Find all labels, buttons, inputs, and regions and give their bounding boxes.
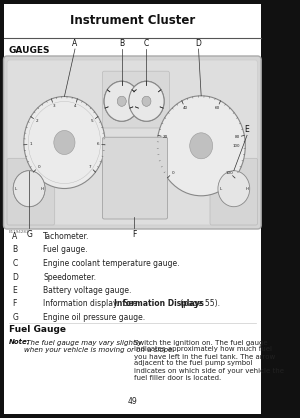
Text: 20: 20 [162,135,167,139]
FancyBboxPatch shape [7,60,258,225]
Text: A: A [72,39,78,48]
Text: 6: 6 [97,143,99,146]
FancyBboxPatch shape [102,71,170,128]
Circle shape [104,81,140,121]
Circle shape [24,97,105,189]
Text: B: B [119,39,124,48]
Text: G: G [26,230,32,239]
Text: F: F [132,230,136,239]
Text: GAUGES: GAUGES [9,46,50,55]
Circle shape [117,96,126,106]
Text: Information display.  See: Information display. See [43,300,140,308]
FancyBboxPatch shape [7,158,55,225]
Text: C: C [12,259,18,268]
Circle shape [54,130,75,155]
Text: H: H [246,187,249,191]
Text: L: L [220,187,222,191]
Text: E: E [12,286,17,295]
Text: 49: 49 [128,397,137,406]
Text: 40: 40 [182,106,188,110]
Circle shape [129,81,164,121]
Text: 2: 2 [35,119,38,123]
Circle shape [104,81,140,121]
FancyBboxPatch shape [102,137,168,219]
Text: B: B [12,245,17,255]
Circle shape [142,96,151,106]
Text: 80: 80 [235,135,240,139]
Text: Instrument Cluster: Instrument Cluster [70,15,195,28]
Text: G: G [12,313,18,322]
Circle shape [13,171,45,206]
Circle shape [157,96,245,196]
Text: Battery voltage gauge.: Battery voltage gauge. [43,286,132,295]
Circle shape [142,96,151,106]
Text: (page 55).: (page 55). [178,300,220,308]
Text: Engine coolant temperature gauge.: Engine coolant temperature gauge. [43,259,180,268]
Circle shape [129,81,164,121]
Circle shape [190,133,213,159]
Text: Speedometer.: Speedometer. [43,273,96,281]
Text: 3: 3 [52,104,55,109]
Text: Note:: Note: [9,339,30,346]
FancyBboxPatch shape [210,158,258,225]
Text: Switch the ignition on. The fuel gauge
indicates approximately how much fuel
you: Switch the ignition on. The fuel gauge i… [134,339,284,380]
Text: L: L [15,187,17,191]
Text: 100: 100 [232,144,240,148]
FancyBboxPatch shape [4,56,261,229]
Text: H: H [41,187,44,191]
Text: Fuel Gauge: Fuel Gauge [9,326,66,334]
Text: Tachometer.: Tachometer. [43,232,90,241]
Text: A: A [12,232,18,241]
Text: E: E [245,125,249,134]
Text: 7: 7 [89,165,92,169]
Text: C: C [144,39,149,48]
Text: 4: 4 [74,104,76,109]
Text: Engine oil pressure gauge.: Engine oil pressure gauge. [43,313,146,322]
Circle shape [117,96,126,106]
Text: The fuel gauge may vary slightly
when your vehicle is moving or on a slope.: The fuel gauge may vary slightly when yo… [24,339,174,353]
Text: Fuel gauge.: Fuel gauge. [43,245,88,255]
Text: D: D [12,273,18,281]
Text: 0: 0 [38,165,40,169]
Text: E1194283: E1194283 [9,230,29,234]
Text: 5: 5 [91,119,93,123]
Text: D: D [196,39,202,48]
Text: 0: 0 [172,171,174,175]
Text: 60: 60 [215,106,220,110]
Text: 1: 1 [30,143,32,146]
Text: 100: 100 [226,171,233,175]
Circle shape [218,171,250,206]
Circle shape [13,171,45,206]
Text: F: F [12,300,17,308]
Text: Information Displays: Information Displays [114,300,204,308]
Bar [4,4,261,38]
